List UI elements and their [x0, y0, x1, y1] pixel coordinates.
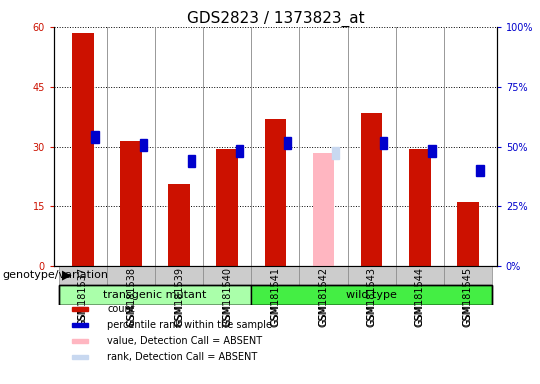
Bar — [396, 266, 444, 285]
Bar — [444, 266, 492, 285]
Bar — [444, 285, 492, 305]
Text: GSM181543: GSM181543 — [367, 267, 377, 326]
Bar — [72, 323, 87, 328]
Text: percentile rank within the sample: percentile rank within the sample — [107, 320, 272, 330]
Bar — [300, 285, 348, 305]
Bar — [107, 285, 155, 305]
Text: GSM181545: GSM181545 — [463, 267, 473, 326]
Bar — [59, 285, 492, 305]
Text: transgenic mutant: transgenic mutant — [103, 290, 207, 300]
Bar — [72, 307, 87, 311]
Bar — [313, 152, 334, 266]
Bar — [72, 355, 87, 359]
Text: genotype/variation: genotype/variation — [3, 270, 109, 280]
Bar — [59, 285, 107, 305]
Text: GSM181542: GSM181542 — [319, 267, 328, 326]
Bar — [236, 146, 243, 157]
Bar — [72, 33, 93, 266]
Bar — [139, 139, 147, 151]
Bar — [348, 285, 396, 305]
Bar — [72, 339, 87, 343]
Text: GSM181539: GSM181539 — [174, 267, 184, 326]
Bar — [217, 149, 238, 266]
Text: ▶: ▶ — [62, 268, 72, 281]
Bar — [300, 266, 348, 285]
Bar — [203, 285, 251, 305]
Text: GSM181538: GSM181538 — [126, 267, 136, 326]
Bar — [409, 149, 430, 266]
Text: GSM181544: GSM181544 — [415, 267, 425, 326]
Text: count: count — [107, 304, 135, 314]
Text: GSM181541: GSM181541 — [271, 267, 280, 326]
Bar — [168, 184, 190, 266]
Bar — [380, 137, 387, 149]
Bar — [155, 266, 203, 285]
Bar — [476, 164, 484, 177]
Bar — [251, 285, 492, 305]
Bar — [59, 266, 107, 285]
Text: GSM181540: GSM181540 — [222, 267, 232, 326]
Bar — [251, 266, 300, 285]
Bar — [396, 285, 444, 305]
Bar — [361, 113, 382, 266]
Text: wild type: wild type — [346, 290, 397, 300]
Bar — [59, 285, 251, 305]
Bar — [457, 202, 478, 266]
Bar — [284, 137, 291, 149]
Text: rank, Detection Call = ABSENT: rank, Detection Call = ABSENT — [107, 352, 258, 362]
Text: value, Detection Call = ABSENT: value, Detection Call = ABSENT — [107, 336, 262, 346]
Bar — [348, 266, 396, 285]
Bar — [265, 119, 286, 266]
Bar — [332, 147, 339, 159]
Bar — [188, 155, 195, 167]
Bar — [107, 266, 155, 285]
Bar — [91, 131, 99, 143]
Bar — [251, 285, 300, 305]
Bar — [120, 141, 142, 266]
Bar — [155, 285, 203, 305]
Bar — [428, 146, 436, 157]
Title: GDS2823 / 1373823_at: GDS2823 / 1373823_at — [187, 11, 364, 27]
Bar — [203, 266, 251, 285]
Text: GSM181537: GSM181537 — [78, 267, 88, 326]
